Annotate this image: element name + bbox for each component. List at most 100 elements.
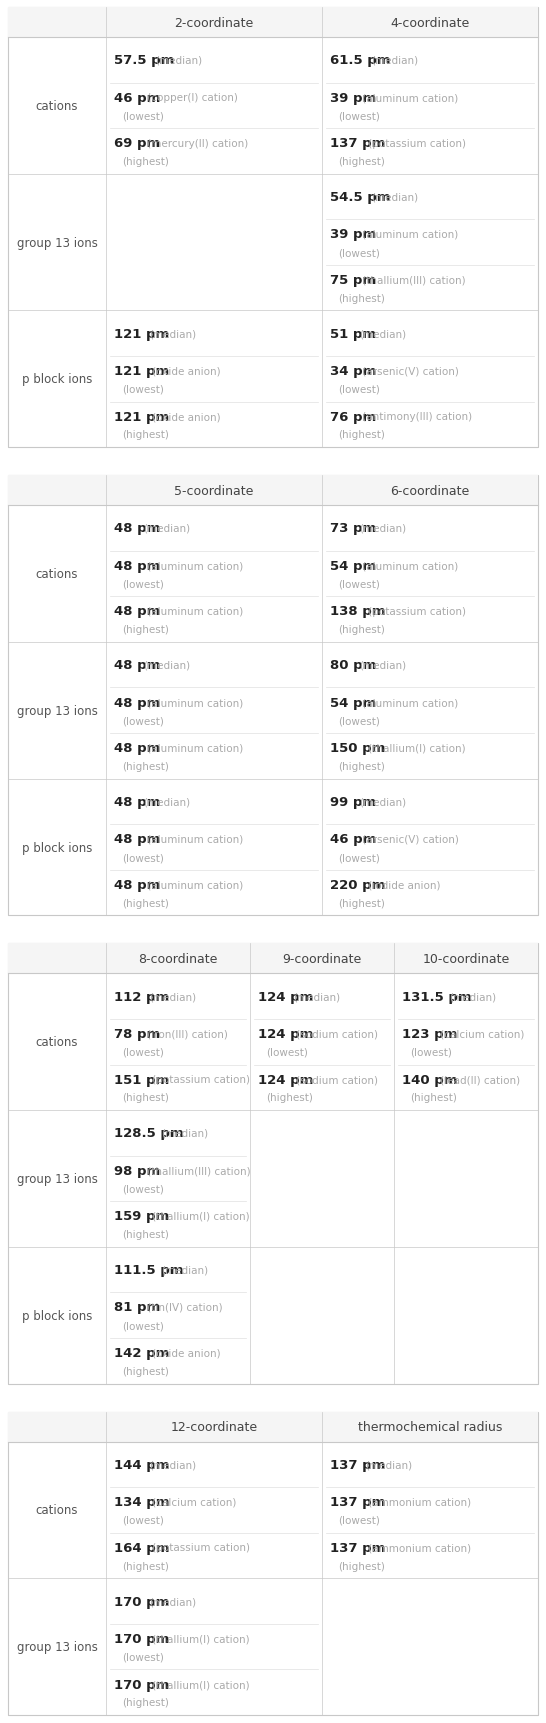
Text: 46 pm: 46 pm xyxy=(114,91,161,105)
Text: 48 pm: 48 pm xyxy=(114,658,161,672)
Text: (highest): (highest) xyxy=(338,293,385,303)
Text: (lowest): (lowest) xyxy=(122,579,164,589)
Text: 6-coordinate: 6-coordinate xyxy=(390,484,470,498)
Text: (lowest): (lowest) xyxy=(338,248,380,258)
Text: (iodide anion): (iodide anion) xyxy=(365,880,441,889)
Text: 123 pm: 123 pm xyxy=(402,1027,458,1041)
Text: 164 pm: 164 pm xyxy=(114,1540,170,1554)
Text: 138 pm: 138 pm xyxy=(330,605,385,619)
Text: 220 pm: 220 pm xyxy=(330,879,385,891)
Text: 54.5 pm   ​: 54.5 pm ​ xyxy=(330,191,405,203)
Text: (highest): (highest) xyxy=(338,157,385,167)
Text: (lowest): (lowest) xyxy=(338,853,380,863)
Text: (highest): (highest) xyxy=(338,431,385,439)
Text: 98 pm: 98 pm xyxy=(114,1165,161,1177)
Text: (median): (median) xyxy=(161,1129,208,1139)
Text: (calcium cation): (calcium cation) xyxy=(437,1029,525,1039)
Text: 73 pm: 73 pm xyxy=(330,522,376,536)
Text: 46 pm: 46 pm xyxy=(330,832,376,846)
Bar xyxy=(8,944,538,1384)
Text: 48 pm   ​: 48 pm ​ xyxy=(114,796,174,808)
Text: 51 pm: 51 pm xyxy=(330,327,376,341)
Text: (thallium(I) cation): (thallium(I) cation) xyxy=(150,1211,250,1222)
Text: 57.5 pm: 57.5 pm xyxy=(114,53,174,67)
Text: 9-coordinate: 9-coordinate xyxy=(282,953,361,965)
Text: (lowest): (lowest) xyxy=(122,112,164,121)
Text: (oxide anion): (oxide anion) xyxy=(150,367,221,376)
Text: 69 pm: 69 pm xyxy=(114,138,161,150)
Text: 78 pm: 78 pm xyxy=(114,1027,161,1041)
Text: (highest): (highest) xyxy=(122,625,169,634)
Text: (median): (median) xyxy=(365,1459,412,1470)
Text: (lowest): (lowest) xyxy=(122,715,164,725)
Text: 151 pm: 151 pm xyxy=(114,1073,169,1085)
Text: (sodium cation): (sodium cation) xyxy=(293,1075,378,1084)
Text: 137 pm   ​: 137 pm ​ xyxy=(330,1458,399,1471)
Text: (highest): (highest) xyxy=(122,431,169,439)
Text: (lowest): (lowest) xyxy=(122,1048,164,1058)
Text: 4-coordinate: 4-coordinate xyxy=(390,17,470,29)
Text: (median): (median) xyxy=(161,1265,208,1275)
Text: 12-coordinate: 12-coordinate xyxy=(170,1420,258,1434)
Text: cations: cations xyxy=(36,1504,78,1516)
Text: 8-coordinate: 8-coordinate xyxy=(138,953,218,965)
Text: thermochemical radius: thermochemical radius xyxy=(358,1420,502,1434)
Text: 134 pm: 134 pm xyxy=(114,1496,170,1508)
Text: 5-coordinate: 5-coordinate xyxy=(174,484,254,498)
Text: 137 pm: 137 pm xyxy=(330,138,385,150)
Text: (median): (median) xyxy=(155,55,203,65)
Text: 48 pm: 48 pm xyxy=(114,796,161,808)
Text: (median): (median) xyxy=(150,991,197,1001)
Text: (median): (median) xyxy=(144,524,191,534)
Text: (oxide anion): (oxide anion) xyxy=(150,412,221,422)
Text: 142 pm: 142 pm xyxy=(114,1346,169,1359)
Text: 112 pm: 112 pm xyxy=(114,991,169,1003)
Text: 48 pm   ​: 48 pm ​ xyxy=(114,522,174,536)
Bar xyxy=(8,476,538,917)
Text: (lowest): (lowest) xyxy=(410,1048,452,1058)
Text: p block ions: p block ions xyxy=(22,841,92,855)
Text: (median): (median) xyxy=(293,991,341,1001)
Text: 39 pm: 39 pm xyxy=(330,227,376,241)
Text: group 13 ions: group 13 ions xyxy=(16,236,98,250)
Text: (aluminum cation): (aluminum cation) xyxy=(144,834,243,844)
Text: (potassium cation): (potassium cation) xyxy=(365,138,466,148)
Text: (sodium cation): (sodium cation) xyxy=(293,1029,378,1039)
Text: 111.5 pm   ​: 111.5 pm ​ xyxy=(114,1263,198,1277)
Text: group 13 ions: group 13 ions xyxy=(16,1172,98,1185)
Text: (thallium(III) cation): (thallium(III) cation) xyxy=(359,276,466,286)
Text: (calcium cation): (calcium cation) xyxy=(150,1497,237,1508)
Text: (median): (median) xyxy=(371,55,418,65)
Bar xyxy=(8,944,538,973)
Text: (potassium cation): (potassium cation) xyxy=(150,1075,251,1084)
Text: (thallium(I) cation): (thallium(I) cation) xyxy=(150,1678,250,1689)
Text: (potassium cation): (potassium cation) xyxy=(150,1542,251,1552)
Text: (highest): (highest) xyxy=(122,157,169,167)
Text: 39 pm: 39 pm xyxy=(330,91,376,105)
Bar xyxy=(8,476,538,507)
Text: (lowest): (lowest) xyxy=(122,1184,164,1194)
Text: 80 pm: 80 pm xyxy=(330,658,376,672)
Text: (median): (median) xyxy=(371,193,418,202)
Text: 48 pm   ​: 48 pm ​ xyxy=(114,658,174,672)
Text: 99 pm   ​: 99 pm ​ xyxy=(330,796,390,808)
Text: (median): (median) xyxy=(449,991,496,1001)
Text: (ammonium cation): (ammonium cation) xyxy=(365,1542,472,1552)
Text: cations: cations xyxy=(36,567,78,581)
Bar xyxy=(8,9,538,448)
Text: 54 pm: 54 pm xyxy=(330,696,376,710)
Text: (median): (median) xyxy=(150,1595,197,1606)
Text: 128.5 pm   ​: 128.5 pm ​ xyxy=(114,1127,198,1139)
Text: 48 pm: 48 pm xyxy=(114,522,161,536)
Text: 121 pm: 121 pm xyxy=(114,327,169,341)
Text: 144 pm   ​: 144 pm ​ xyxy=(114,1458,183,1471)
Text: 137 pm: 137 pm xyxy=(330,1496,385,1508)
Text: (lowest): (lowest) xyxy=(122,1320,164,1330)
Text: (tin(IV) cation): (tin(IV) cation) xyxy=(144,1303,222,1313)
Text: cations: cations xyxy=(36,100,78,112)
Text: (copper(I) cation): (copper(I) cation) xyxy=(144,93,238,103)
Text: (ammonium cation): (ammonium cation) xyxy=(365,1497,472,1508)
Text: 73 pm   ​: 73 pm ​ xyxy=(330,522,390,536)
Text: (highest): (highest) xyxy=(122,1697,169,1707)
Text: 48 pm: 48 pm xyxy=(114,741,161,755)
